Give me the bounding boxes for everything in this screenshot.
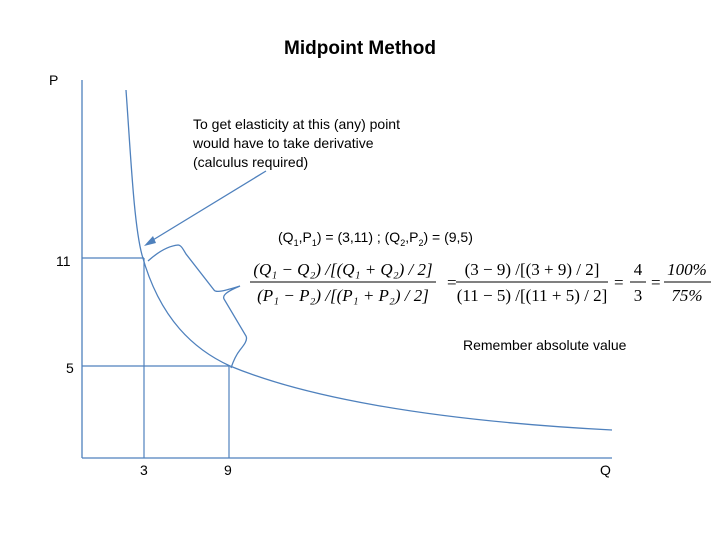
annotation-line-3: (calculus required) [193,154,309,170]
formula-equals-3: = [651,273,661,292]
y-axis-label: P [49,72,59,88]
derivative-annotation: To get elasticity at this (any) point wo… [193,115,463,172]
annotation-line-1: To get elasticity at this (any) point [193,116,400,132]
formula-mid-numerator: (3 − 9) /[(3 + 9) / 2] [465,260,600,279]
arrow-head-icon [144,236,156,246]
fraction-1-denominator: 3 [634,286,643,305]
formula-equals-1: = [447,273,457,292]
points-text-p1: ,P [298,229,312,245]
fraction-1-numerator: 4 [634,260,643,279]
y-tick-5: 5 [66,360,74,376]
points-text-mid: ) = (3,11) ; (Q [316,229,401,245]
y-tick-11: 11 [56,253,71,269]
points-text-end: ) = (9,5) [423,229,473,245]
annotation-arrow-line [147,170,267,244]
annotation-line-2: would have to take derivative [193,135,374,151]
formula-lhs-denominator: (P₁ − P₂) /[(P₁ + P₂) / 2] [257,286,429,305]
formula-lhs-numerator: (Q₁ − Q₂) /[(Q₁ + Q₂) / 2] [253,260,432,279]
points-text-p2: ,P [405,229,419,245]
arc-brace [147,244,248,369]
x-tick-3: 3 [140,462,148,478]
slide-title: Midpoint Method [284,38,436,59]
points-sub-q1: 1 [293,237,299,248]
x-axis-label: Q [600,462,611,478]
fraction-2-denominator: 75% [671,286,702,305]
points-sub-p2: 2 [418,237,424,248]
formula-equals-2: = [614,273,624,292]
points-definition: (Q1,P1) = (3,11) ; (Q2,P2) = (9,5) [278,229,473,248]
absolute-value-reminder: Remember absolute value [463,337,627,353]
points-sub-q2: 2 [400,237,406,248]
x-tick-9: 9 [224,462,232,478]
demand-curve [125,89,613,431]
formula-mid-denominator: (11 − 5) /[(11 + 5) / 2] [457,286,608,305]
points-sub-p1: 1 [311,237,317,248]
points-text-q1: (Q [278,229,294,245]
midpoint-formula: (Q₁ − Q₂) /[(Q₁ + Q₂) / 2] (P₁ − P₂) /[(… [250,260,711,305]
fraction-2-numerator: 100% [667,260,707,279]
